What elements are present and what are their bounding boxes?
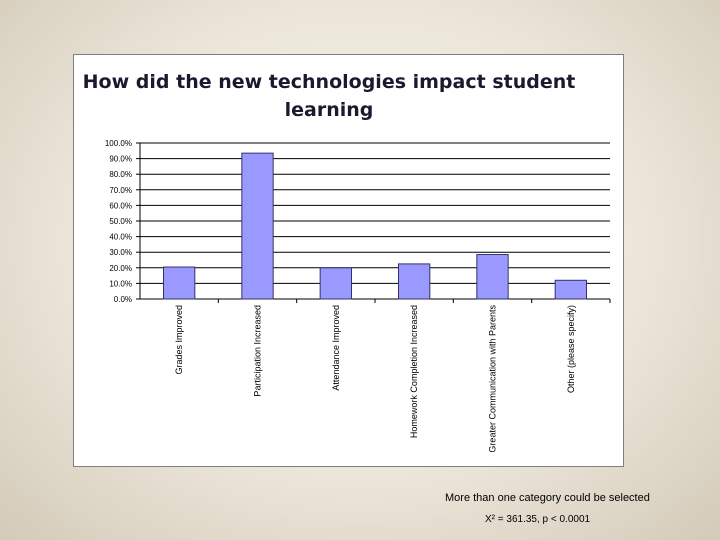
category-labels: Grades Improved Participation Increased At… — [174, 305, 576, 453]
y-tick-labels: 0.0% 10.0% 20.0% 30.0% 40.0% 50.0% 60.0% 70.0% 8… — [105, 139, 132, 304]
y-tick-label: 80.0% — [109, 170, 132, 179]
category-label: Attendance Improved — [331, 305, 341, 391]
category-label: Homework Completion Increased — [409, 305, 419, 438]
bar — [163, 266, 196, 300]
y-tick-label: 40.0% — [109, 233, 132, 242]
bars — [163, 152, 588, 300]
footnote: More than one category could be selected — [445, 492, 650, 504]
y-tick-label: 100.0% — [105, 139, 132, 148]
bar — [398, 263, 431, 300]
bar — [476, 254, 509, 300]
y-tick-label: 30.0% — [109, 248, 132, 257]
y-tick-label: 70.0% — [109, 186, 132, 195]
bar — [319, 267, 352, 300]
y-tick-label: 10.0% — [109, 279, 132, 288]
y-tick-label: 60.0% — [109, 201, 132, 210]
gridlines — [136, 142, 611, 303]
y-tick-label: 90.0% — [109, 155, 132, 164]
y-tick-label: 0.0% — [114, 295, 132, 304]
chi-square-statistic: Χ² = 361.35, p < 0.0001 — [485, 514, 591, 525]
bar — [554, 279, 588, 300]
chart-frame — [73, 54, 624, 467]
category-label: Other (please specify) — [566, 305, 576, 393]
bar — [241, 152, 274, 300]
category-label: Grades Improved — [174, 305, 184, 375]
category-label: Greater Communication with Parents — [488, 305, 498, 453]
chart-title: How did the new technologies impact stud… — [82, 71, 576, 121]
y-tick-label: 20.0% — [109, 264, 132, 273]
category-label: Participation Increased — [253, 305, 263, 397]
y-tick-label: 50.0% — [109, 217, 132, 226]
